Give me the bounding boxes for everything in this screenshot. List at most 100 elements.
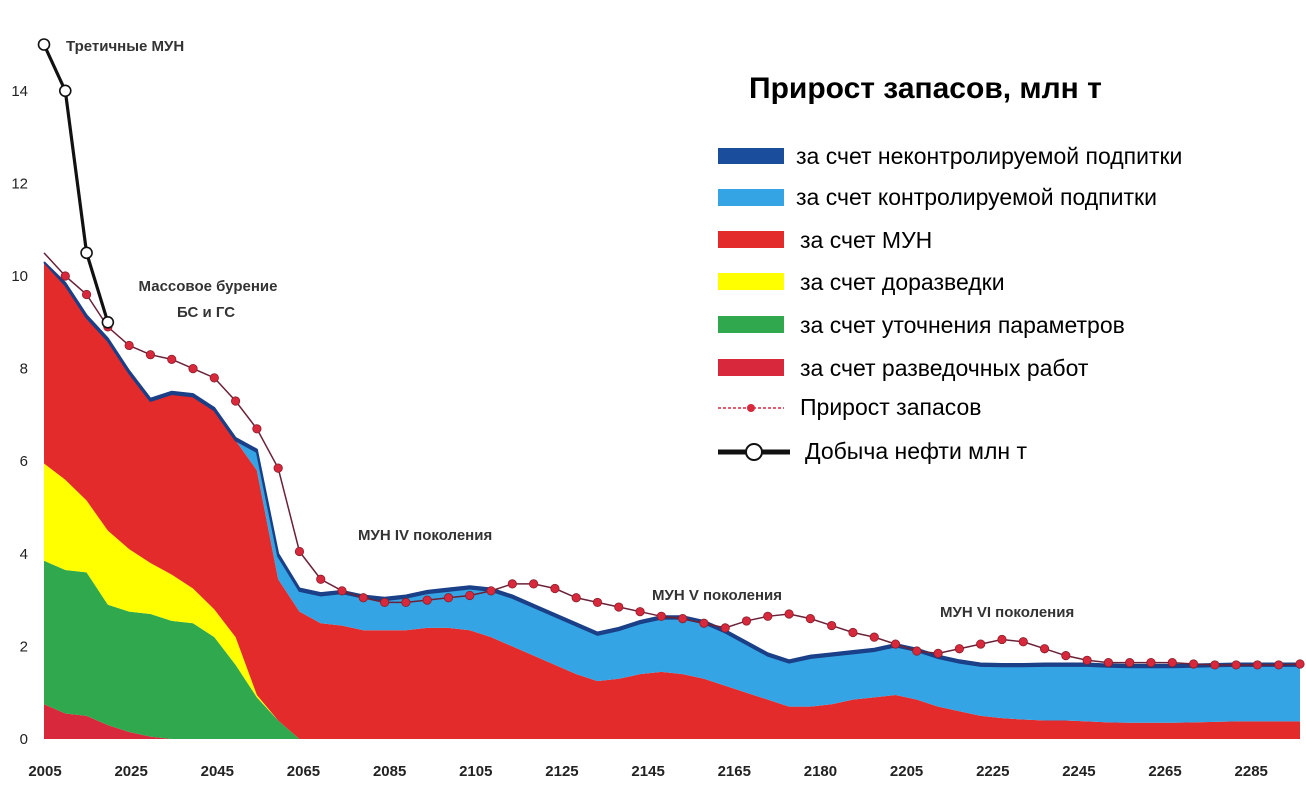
reserves-growth-point	[60, 271, 70, 281]
reserves-growth-point	[954, 644, 964, 654]
reserves-growth-point	[358, 593, 368, 603]
x-tick-label: 2285	[1235, 763, 1268, 780]
reserves-growth-point	[1210, 660, 1220, 670]
legend-swatch-controlled	[718, 189, 784, 206]
reserves-growth-point	[1039, 644, 1050, 654]
x-axis-ticks: 2005 2025 2045 2065 2085 2105 2125 2145 2165 2180…	[28, 763, 1268, 780]
reserves-growth-point	[167, 354, 177, 364]
reserves-growth-point	[465, 590, 475, 601]
oil-production-point	[101, 315, 115, 329]
reserves-growth-point	[997, 634, 1007, 645]
reserves-growth-point	[529, 579, 539, 589]
reserves-growth-point	[1125, 658, 1135, 668]
y-tick-label: 6	[20, 453, 28, 470]
x-tick-label: 2180	[804, 763, 837, 780]
reserves-growth-point	[401, 597, 411, 608]
legend-label-controlled: за счет контролируемой подпитки	[796, 184, 1157, 210]
x-tick-label: 2165	[718, 763, 751, 780]
reserves-growth-point	[337, 586, 347, 596]
annotation-eor-v: МУН V поколения	[652, 587, 782, 604]
x-tick-label: 2025	[114, 763, 147, 780]
y-tick-label: 2	[20, 638, 28, 655]
reserves-growth-point	[635, 607, 645, 617]
reserves-growth-point	[763, 611, 773, 621]
reserves-growth-point	[316, 574, 326, 584]
y-tick-label: 10	[11, 268, 28, 285]
legend-label-production: Добыча нефти млн т	[805, 438, 1028, 464]
legend-label-uncontrolled: за счет неконтролируемой подпитки	[796, 143, 1182, 169]
reserves-growth-point	[1295, 659, 1305, 669]
legend-marker-production	[745, 443, 763, 461]
annotation-mass-drilling: Массовое бурение	[139, 278, 278, 295]
reserves-growth-point	[678, 614, 688, 624]
legend-swatch-eor	[718, 231, 784, 248]
reserves-growth-point	[741, 616, 752, 626]
legend-swatch-additional-exploration	[718, 273, 784, 290]
reserves-growth-point	[188, 363, 198, 374]
reserves-growth-point	[1167, 658, 1177, 668]
reserves-growth-point	[720, 623, 730, 633]
reserves-growth-point	[656, 611, 666, 621]
reserves-growth-point	[252, 424, 262, 434]
reserves-growth-point	[507, 579, 517, 589]
reserves-growth-point	[827, 620, 837, 631]
y-tick-label: 4	[20, 546, 28, 563]
annotation-tertiary-eor: Третичные МУН	[66, 38, 184, 55]
legend-swatch-parameters	[718, 316, 784, 333]
x-tick-label: 2045	[201, 763, 234, 780]
reserves-growth-point	[294, 546, 305, 557]
reserves-growth-point	[805, 614, 815, 624]
annotations: Третичные МУН Массовое бурение БС и ГС М…	[66, 38, 1074, 621]
x-tick-label: 2105	[459, 763, 492, 780]
reserves-growth-point	[422, 595, 432, 605]
reserves-growth-point	[869, 632, 879, 642]
reserves-growth-point	[273, 463, 283, 473]
reserves-growth-point	[1252, 660, 1263, 670]
reserves-growth-point	[614, 602, 624, 612]
y-tick-label: 14	[11, 83, 28, 100]
reserves-growth-point	[1231, 660, 1241, 670]
chart-title: Прирост запасов, млн т	[749, 72, 1102, 105]
annotation-sidetracks: БС и ГС	[177, 304, 235, 321]
reserves-growth-point	[976, 639, 986, 649]
reserves-growth-point	[1274, 660, 1284, 670]
legend-swatch-uncontrolled	[718, 148, 784, 164]
legend-marker-reserves	[747, 404, 755, 412]
reserves-growth-point	[550, 583, 560, 594]
x-tick-label: 2225	[976, 763, 1009, 780]
reserves-growth-point	[1082, 655, 1092, 665]
x-tick-label: 2205	[890, 763, 923, 780]
reserves-growth-point	[912, 646, 922, 656]
x-tick-label: 2065	[287, 763, 320, 780]
reserves-growth-point	[933, 648, 943, 658]
reserves-growth-point	[81, 289, 92, 300]
reserves-growth-point	[1103, 658, 1114, 668]
reserves-growth-point	[486, 586, 496, 596]
reserves-growth-point	[230, 396, 241, 406]
area-parameters	[44, 560, 1300, 739]
x-tick-label: 2145	[631, 763, 664, 780]
reserves-growth-point	[209, 373, 219, 383]
annotation-eor-vi: МУН VI поколения	[940, 604, 1074, 621]
y-tick-label: 12	[11, 175, 28, 192]
reserves-growth-point	[1188, 659, 1199, 669]
reserves-growth-point	[145, 350, 156, 360]
reserves-growth-point	[571, 593, 581, 603]
reserves-growth-point	[848, 627, 858, 638]
y-tick-label: 8	[20, 361, 28, 378]
oil-production-line	[42, 43, 110, 323]
reserves-growth-point	[1146, 658, 1156, 668]
y-tick-label: 0	[20, 731, 28, 748]
reserves-growth-point	[699, 618, 709, 628]
legend-label-reserves: Прирост запасов	[800, 394, 982, 420]
series-lines	[37, 38, 1305, 670]
reserves-growth-point	[784, 609, 794, 619]
annotation-eor-iv: МУН IV поколения	[358, 527, 492, 544]
x-tick-label: 2245	[1062, 763, 1095, 780]
oil-production-point	[80, 246, 93, 260]
legend: Прирост запасов, млн т за счет неконтрол…	[718, 72, 1182, 464]
x-tick-label: 2085	[373, 763, 406, 780]
reserves-growth-point	[1018, 637, 1028, 647]
area-controlled-inflow	[44, 262, 1300, 723]
